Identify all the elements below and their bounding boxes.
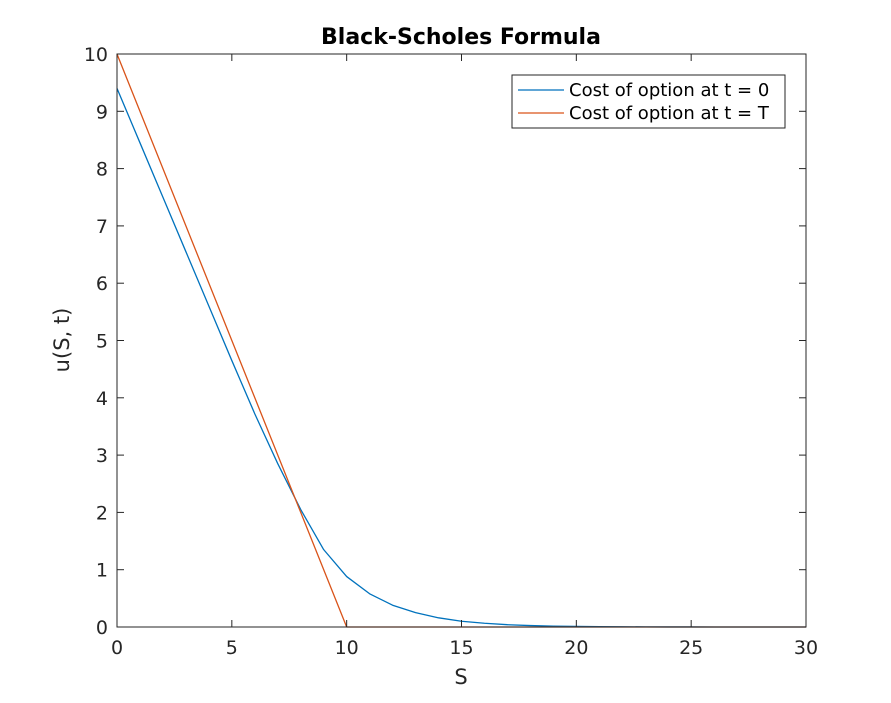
x-tick-label: 30 <box>794 637 818 659</box>
ticks-layer: 0 5 10 15 20 25 30 0 1 2 3 4 5 6 7 8 9 10 <box>84 44 818 659</box>
legend-box <box>511 74 786 129</box>
plot-area: 0 5 10 15 20 25 30 0 1 2 3 4 5 6 7 8 9 10 <box>84 44 818 659</box>
chart-title: Black-Scholes Formula <box>321 25 601 50</box>
y-tick-label: 3 <box>96 445 108 467</box>
y-tick-label: 0 <box>96 617 108 639</box>
y-tick-label: 6 <box>96 273 108 295</box>
y-axis-label: u(S, t) <box>50 308 74 373</box>
x-tick-label: 15 <box>449 637 473 659</box>
y-tick-label: 4 <box>96 388 108 410</box>
y-tick-label: 7 <box>96 216 108 238</box>
y-tick-label: 2 <box>96 502 108 524</box>
y-tick-label: 8 <box>96 159 108 181</box>
x-tick-label: 25 <box>679 637 703 659</box>
x-axis-label: S <box>454 665 467 689</box>
x-tick-label: 20 <box>564 637 588 659</box>
x-tick-label: 0 <box>111 637 123 659</box>
legend-label-tT: Cost of option at t = T <box>569 103 770 124</box>
x-tick-label: 5 <box>226 637 238 659</box>
legend: Cost of option at t = 0 Cost of option a… <box>511 74 786 129</box>
legend-label-t0: Cost of option at t = 0 <box>569 80 769 101</box>
y-tick-label: 9 <box>96 101 108 123</box>
y-tick-label: 10 <box>84 44 108 66</box>
x-tick-label: 10 <box>335 637 359 659</box>
y-tick-label: 5 <box>96 331 108 353</box>
y-tick-label: 1 <box>96 560 108 582</box>
